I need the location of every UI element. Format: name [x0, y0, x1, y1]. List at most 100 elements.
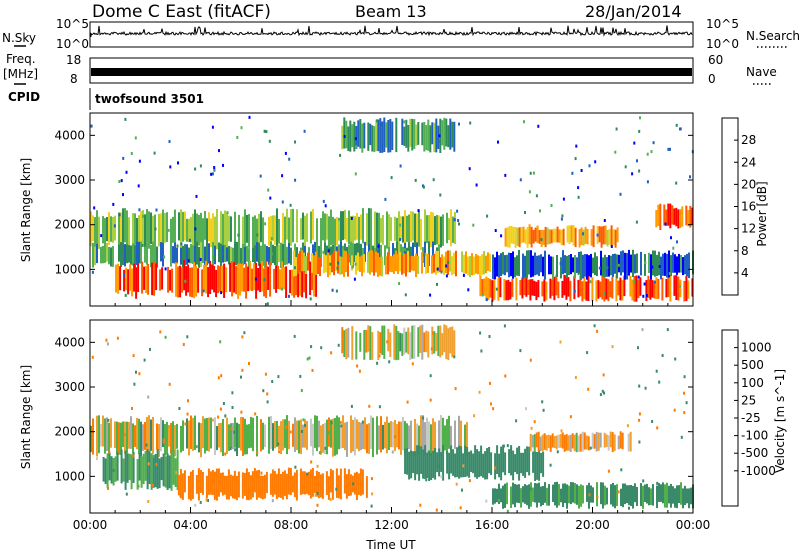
power-echo-cell [507, 279, 510, 301]
vel-sparse-echo [560, 429, 563, 433]
power-echo-cell [344, 209, 346, 240]
power-echo-cell [479, 275, 482, 297]
velocity-colorbar-tick-label: 100 [741, 376, 764, 390]
power-echo-cell [146, 209, 148, 242]
power-echo-cell [198, 214, 200, 246]
power-echo-cell [184, 211, 186, 241]
power-sparse-echo [467, 288, 470, 292]
vel-echo-cell [480, 445, 483, 477]
power-sparse-echo [399, 164, 402, 168]
vel-echo-cell [430, 453, 433, 481]
power-echo-cell [234, 241, 236, 265]
vel-echo-cell [263, 474, 266, 499]
vel-echo-cell [607, 435, 610, 451]
power-echo-cell [183, 260, 186, 291]
power-echo-cell [445, 251, 447, 274]
vel-sparse-echo [107, 486, 109, 490]
power-echo-cell [672, 252, 674, 273]
vel-echo-cell [599, 432, 602, 448]
vel-sparse-echo [658, 380, 661, 384]
power-echo-cell [286, 208, 288, 240]
vel-echo-cell [194, 415, 196, 450]
power-echo-cell [343, 117, 346, 149]
power-echo-cell [428, 241, 430, 266]
power-echo-cell [691, 278, 694, 297]
vel-echo-cell [324, 422, 326, 454]
power-echo-cell [660, 256, 662, 280]
power-sparse-echo [643, 282, 646, 286]
power-sparse-echo [497, 140, 499, 144]
vel-echo-cell [600, 482, 602, 505]
power-echo-cell [224, 244, 226, 262]
power-echo-cell [449, 118, 452, 150]
power-sparse-echo [529, 171, 532, 175]
power-echo-cell [500, 253, 502, 277]
power-echo-cell [302, 212, 304, 240]
vel-echo-cell [314, 415, 316, 448]
power-colorbar-tick-label: 16 [741, 200, 756, 214]
power-echo-cell [371, 250, 373, 273]
power-echo-cell [577, 279, 580, 298]
vel-echo-cell [170, 450, 173, 491]
vel-echo-cell [526, 485, 528, 506]
power-echo-cell [146, 242, 148, 265]
vel-echo-cell [365, 329, 368, 353]
vel-echo-cell [478, 451, 481, 478]
power-sparse-echo [596, 233, 599, 237]
power-echo-cell [556, 226, 559, 243]
vel-sparse-echo [683, 375, 686, 379]
power-sparse-echo [331, 288, 334, 292]
power-echo-cell [170, 244, 172, 267]
power-echo-cell [524, 255, 526, 278]
vel-echo-cell [576, 484, 578, 505]
power-echo-cell [303, 269, 306, 293]
vel-echo-cell [271, 469, 274, 497]
vel-sparse-echo [277, 442, 280, 446]
power-echo-cell [451, 256, 453, 276]
vel-echo-cell [518, 446, 521, 481]
power-echo-cell [452, 216, 454, 243]
power-echo-cell [177, 266, 180, 298]
vel-sparse-echo [350, 404, 353, 408]
power-sparse-echo [294, 178, 297, 182]
vel-sparse-echo [179, 493, 182, 497]
vel-echo-cell [662, 482, 664, 504]
power-sparse-echo [645, 294, 648, 297]
power-echo-cell [453, 252, 455, 275]
power-sparse-echo [676, 240, 678, 244]
power-echo-cell [212, 242, 214, 267]
power-echo-cell [489, 253, 491, 272]
power-echo-cell [180, 247, 182, 265]
vel-sparse-echo [145, 443, 148, 447]
power-echo-cell [667, 203, 670, 226]
vel-echo-cell [172, 421, 174, 453]
vel-echo-cell [395, 325, 398, 361]
power-echo-cell [639, 277, 642, 296]
power-echo-cell [529, 279, 532, 301]
vel-echo-cell [128, 453, 131, 481]
vel-echo-cell [285, 473, 288, 500]
vel-echo-cell [284, 419, 286, 448]
power-echo-cell [612, 254, 614, 277]
vel-sparse-echo [294, 465, 297, 469]
vel-sparse-echo [599, 393, 602, 397]
power-sparse-echo [380, 123, 383, 127]
power-echo-cell [493, 277, 496, 301]
power-echo-cell [518, 250, 520, 277]
vel-echo-cell [126, 453, 129, 483]
power-echo-cell [679, 209, 682, 228]
vel-echo-cell [528, 446, 531, 476]
power-echo-cell [558, 229, 561, 243]
power-sparse-echo [577, 271, 580, 275]
vel-sparse-echo [131, 407, 133, 410]
power-echo-cell [128, 217, 130, 246]
vel-echo-cell [176, 423, 178, 449]
vel-echo-cell [539, 436, 542, 451]
power-echo-cell [608, 228, 611, 245]
power-sparse-echo [475, 183, 478, 187]
vel-echo-cell [241, 472, 244, 499]
cpid-program: twofsound 3501 [95, 92, 204, 106]
power-sparse-echo [199, 164, 202, 168]
vel-echo-cell [532, 487, 534, 502]
